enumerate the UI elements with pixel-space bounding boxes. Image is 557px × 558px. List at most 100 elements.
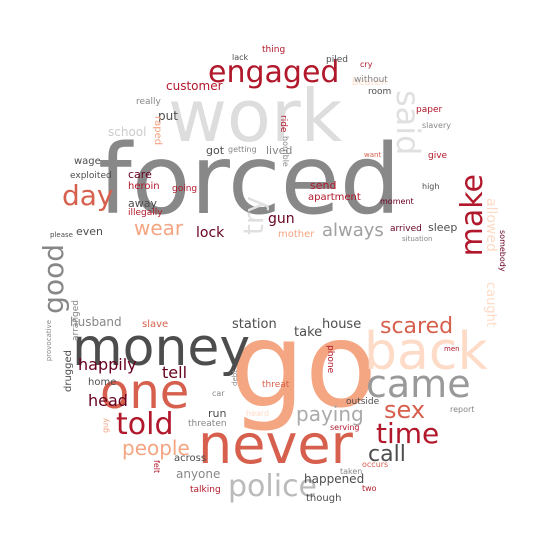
word-tell: tell [162, 363, 188, 382]
word-anyone: anyone [176, 467, 221, 481]
word-home: home [88, 377, 117, 388]
word-piled: piled [326, 55, 348, 65]
word-apartment: apartment [308, 192, 361, 203]
word-report: report [450, 405, 475, 414]
word-thing: thing [262, 45, 286, 55]
word-slave: slave [142, 319, 169, 330]
word-ride: ride [278, 115, 288, 133]
word-back: back [364, 322, 488, 382]
word-lived: lived [266, 144, 293, 157]
word-work: work [168, 74, 343, 158]
word-caught: caught [483, 282, 498, 327]
word-good: good [37, 244, 70, 314]
word-taken: taken [340, 467, 363, 476]
word-going: going [172, 184, 198, 194]
word-though: though [306, 493, 342, 504]
word-room: room [368, 87, 392, 97]
word-go: go [230, 296, 378, 434]
word-send: send [310, 179, 337, 192]
word-want: want [364, 151, 382, 159]
word-give: give [428, 151, 448, 161]
word-provocative: provocative [45, 320, 53, 362]
word-heroin: heroin [128, 181, 160, 192]
word-husband: husband [70, 315, 122, 329]
word-take: take [294, 325, 323, 340]
word-even: even [76, 225, 104, 238]
word-moment: moment [380, 197, 414, 206]
word-try: try [237, 196, 270, 236]
word-mother: mother [278, 229, 315, 240]
word-debt: debt [231, 370, 239, 386]
word-came: came [366, 362, 471, 406]
word-school: school [108, 125, 147, 139]
word-said: said [389, 90, 427, 156]
word-felt: felt [152, 460, 161, 474]
word-station: station [232, 317, 277, 332]
word-put: put [158, 109, 178, 123]
word-sleep: sleep [428, 221, 458, 234]
word-house: house [322, 317, 362, 332]
word-scared: scared [380, 314, 454, 339]
word-car: car [212, 389, 225, 398]
word-somebody: somebody [498, 230, 507, 272]
word-without: without [354, 75, 388, 85]
word-lock: lock [196, 225, 225, 241]
word-serving: serving [330, 423, 360, 432]
word-wear: wear [134, 216, 184, 240]
word-time: time [376, 417, 440, 450]
word-engaged: engaged [208, 55, 340, 90]
word-away: away [128, 197, 157, 210]
word-men: men [444, 345, 460, 353]
word-run: run [208, 407, 227, 420]
word-raped: raped [152, 116, 163, 146]
word-horrible: horrible [281, 136, 290, 167]
word-please: please [50, 231, 73, 239]
word-never: never [198, 413, 353, 476]
word-illegally: illegally [128, 208, 163, 218]
word-wage: wage [74, 156, 101, 167]
word-one: one [100, 364, 190, 420]
word-happily: happily [78, 355, 137, 374]
word-people: people [122, 436, 190, 460]
word-high: high [422, 182, 440, 191]
word-paper: paper [416, 105, 443, 115]
word-getting: getting [228, 145, 257, 154]
word-allowed: allowed [483, 198, 499, 252]
word-two: two [362, 484, 377, 493]
word-police: police [228, 469, 318, 504]
word-money: money [72, 318, 251, 378]
word-exploited: exploited [70, 171, 112, 181]
word-slavery: slavery [422, 121, 451, 130]
word-drugged: drugged [63, 350, 74, 392]
word-occurs: occurs [362, 460, 389, 469]
word-threaten: threaten [188, 419, 227, 429]
word-really: really [136, 97, 161, 107]
word-told: told [116, 407, 174, 442]
word-across: across [174, 453, 207, 464]
word-happened: happened [304, 472, 365, 486]
word-head: head [88, 391, 128, 410]
word-beaten: beaten [352, 77, 388, 88]
word-got: got [206, 144, 225, 157]
word-always: always [322, 220, 384, 241]
word-heard: heard [246, 409, 270, 418]
word-talking: talking [190, 485, 221, 495]
word-arrived: arrived [390, 224, 422, 234]
word-call: call [368, 442, 406, 467]
word-outside: outside [346, 397, 380, 407]
word-care: care [128, 168, 152, 181]
word-gun: gun [268, 211, 295, 227]
word-cry: cry [360, 60, 373, 69]
word-customer: customer [166, 79, 223, 93]
word-arranged: arranged [71, 300, 81, 341]
word-threat: threat [262, 380, 290, 390]
word-forced: forced [98, 124, 401, 236]
word-sex: sex [384, 396, 426, 424]
word-situation: situation [402, 235, 433, 243]
word-guy: guy [101, 418, 110, 433]
word-day: day [62, 179, 114, 212]
word-phone: phone [325, 345, 335, 374]
word-lack: lack [232, 53, 249, 62]
word-paying: paying [296, 402, 364, 426]
